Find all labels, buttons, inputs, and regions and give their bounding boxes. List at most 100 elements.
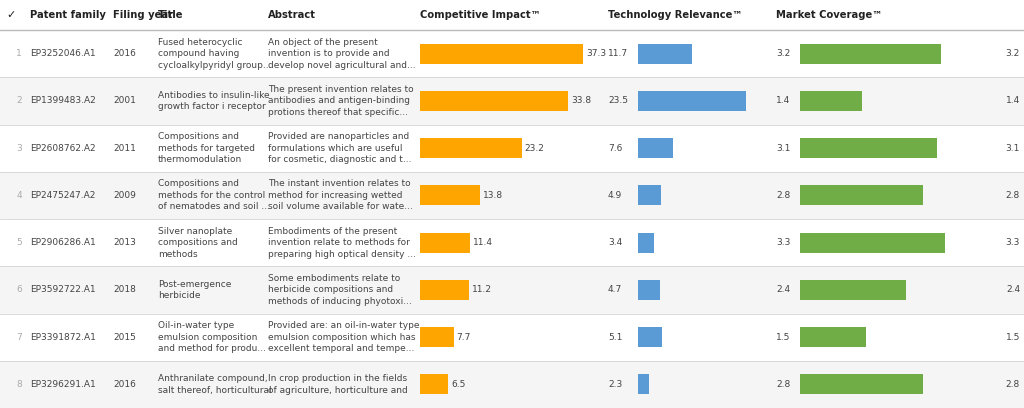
Bar — [420, 233, 470, 253]
Text: Antibodies to insulin-like
growth factor i receptor: Antibodies to insulin-like growth factor… — [158, 91, 269, 111]
Bar — [0, 313, 1024, 361]
Bar — [0, 219, 1024, 266]
Bar — [800, 233, 945, 253]
Text: 3.3: 3.3 — [1006, 238, 1020, 247]
Text: The instant invention relates to
method for increasing wetted
soil volume availa: The instant invention relates to method … — [268, 180, 413, 211]
Text: 2.4: 2.4 — [776, 285, 791, 295]
Text: EP2608762.A2: EP2608762.A2 — [30, 144, 95, 153]
Text: 2016: 2016 — [113, 380, 136, 389]
Text: 2.4: 2.4 — [1006, 285, 1020, 295]
Bar — [800, 91, 861, 111]
Text: 2011: 2011 — [113, 144, 136, 153]
Text: Some embodiments relate to
herbicide compositions and
methods of inducing phyoto: Some embodiments relate to herbicide com… — [268, 274, 412, 306]
Text: Embodiments of the present
invention relate to methods for
preparing high optica: Embodiments of the present invention rel… — [268, 227, 416, 259]
Text: Compositions and
methods for targeted
thermomodulation: Compositions and methods for targeted th… — [158, 132, 255, 164]
Text: Provided are nanoparticles and
formulations which are useful
for cosmetic, diagn: Provided are nanoparticles and formulati… — [268, 132, 412, 164]
Text: 2.3: 2.3 — [608, 380, 623, 389]
Bar — [420, 327, 454, 347]
Text: 4.9: 4.9 — [608, 191, 623, 200]
Bar — [800, 280, 905, 300]
Text: 2009: 2009 — [113, 191, 136, 200]
Text: 2018: 2018 — [113, 285, 136, 295]
Text: 3.2: 3.2 — [1006, 49, 1020, 58]
Bar — [420, 280, 469, 300]
Text: 11.7: 11.7 — [608, 49, 628, 58]
Text: 3.4: 3.4 — [608, 238, 623, 247]
Text: EP1399483.A2: EP1399483.A2 — [30, 96, 96, 105]
Text: 11.2: 11.2 — [472, 285, 492, 295]
Text: 6.5: 6.5 — [452, 380, 466, 389]
Bar — [800, 186, 924, 205]
Bar — [0, 361, 1024, 408]
Text: EP3592722.A1: EP3592722.A1 — [30, 285, 95, 295]
Bar — [420, 138, 521, 158]
Text: 6: 6 — [16, 285, 22, 295]
Bar — [0, 0, 1024, 30]
Text: Patent family: Patent family — [30, 10, 105, 20]
Bar — [0, 172, 1024, 219]
Text: The present invention relates to
antibodies and antigen-binding
protions thereof: The present invention relates to antibod… — [268, 85, 414, 117]
Text: 1.5: 1.5 — [776, 333, 791, 341]
Text: Anthranilate compound,
salt thereof, horticultural: Anthranilate compound, salt thereof, hor… — [158, 374, 271, 395]
Bar — [420, 375, 449, 394]
Bar — [800, 327, 866, 347]
Text: Oil-in-water type
emulsion composition
and method for produ...: Oil-in-water type emulsion composition a… — [158, 321, 266, 353]
Text: 1: 1 — [16, 49, 22, 58]
Text: 33.8: 33.8 — [570, 96, 591, 105]
Text: 4: 4 — [16, 191, 22, 200]
Text: 3: 3 — [16, 144, 22, 153]
Text: 7.7: 7.7 — [457, 333, 471, 341]
Bar — [420, 186, 480, 205]
Text: 1.4: 1.4 — [776, 96, 791, 105]
Text: 3.1: 3.1 — [776, 144, 791, 153]
Text: EP3391872.A1: EP3391872.A1 — [30, 333, 96, 341]
Text: Fused heterocyclic
compound having
cycloalkylpyridyl group...: Fused heterocyclic compound having cyclo… — [158, 38, 271, 70]
Text: ✓: ✓ — [6, 10, 15, 20]
Bar — [638, 91, 746, 111]
Text: EP3296291.A1: EP3296291.A1 — [30, 380, 96, 389]
Text: Post-emergence
herbicide: Post-emergence herbicide — [158, 279, 231, 300]
Bar — [800, 138, 937, 158]
Text: 37.3: 37.3 — [586, 49, 606, 58]
Bar — [638, 280, 659, 300]
Text: Technology Relevance™: Technology Relevance™ — [608, 10, 742, 20]
Text: 5: 5 — [16, 238, 22, 247]
Text: 8: 8 — [16, 380, 22, 389]
Bar — [638, 233, 653, 253]
Text: 2: 2 — [16, 96, 22, 105]
Text: An object of the present
invention is to provide and
develop novel agricultural : An object of the present invention is to… — [268, 38, 416, 70]
Text: 23.2: 23.2 — [524, 144, 545, 153]
Text: 13.8: 13.8 — [483, 191, 504, 200]
Text: 2001: 2001 — [113, 96, 136, 105]
Text: Filing year: Filing year — [113, 10, 173, 20]
Text: 2015: 2015 — [113, 333, 136, 341]
Text: EP3252046.A1: EP3252046.A1 — [30, 49, 95, 58]
Bar — [638, 375, 648, 394]
Text: 4.7: 4.7 — [608, 285, 623, 295]
Bar — [0, 77, 1024, 124]
Text: 2.8: 2.8 — [776, 191, 791, 200]
Text: Abstract: Abstract — [268, 10, 316, 20]
Text: EP2475247.A2: EP2475247.A2 — [30, 191, 95, 200]
Text: Provided are: an oil-in-water type
emulsion composition which has
excellent temp: Provided are: an oil-in-water type emuls… — [268, 321, 420, 353]
Text: Competitive Impact™: Competitive Impact™ — [420, 10, 541, 20]
Bar — [420, 91, 568, 111]
Text: 7: 7 — [16, 333, 22, 341]
Bar — [0, 124, 1024, 172]
Bar — [638, 186, 660, 205]
Text: 1.4: 1.4 — [1006, 96, 1020, 105]
Bar — [638, 138, 673, 158]
Text: 7.6: 7.6 — [608, 144, 623, 153]
Text: 2.8: 2.8 — [1006, 380, 1020, 389]
Text: 1.5: 1.5 — [1006, 333, 1020, 341]
Text: Title: Title — [158, 10, 183, 20]
Text: 23.5: 23.5 — [608, 96, 628, 105]
Text: 2013: 2013 — [113, 238, 136, 247]
Text: 2.8: 2.8 — [1006, 191, 1020, 200]
Text: 3.3: 3.3 — [776, 238, 791, 247]
Text: 11.4: 11.4 — [473, 238, 493, 247]
Text: 3.2: 3.2 — [776, 49, 791, 58]
Text: 3.1: 3.1 — [1006, 144, 1020, 153]
Text: Market Coverage™: Market Coverage™ — [776, 10, 883, 20]
Bar — [800, 44, 941, 64]
